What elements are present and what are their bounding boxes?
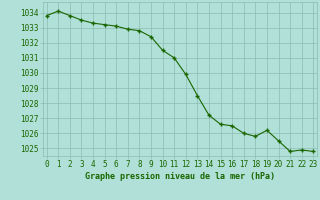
X-axis label: Graphe pression niveau de la mer (hPa): Graphe pression niveau de la mer (hPa) xyxy=(85,172,275,181)
